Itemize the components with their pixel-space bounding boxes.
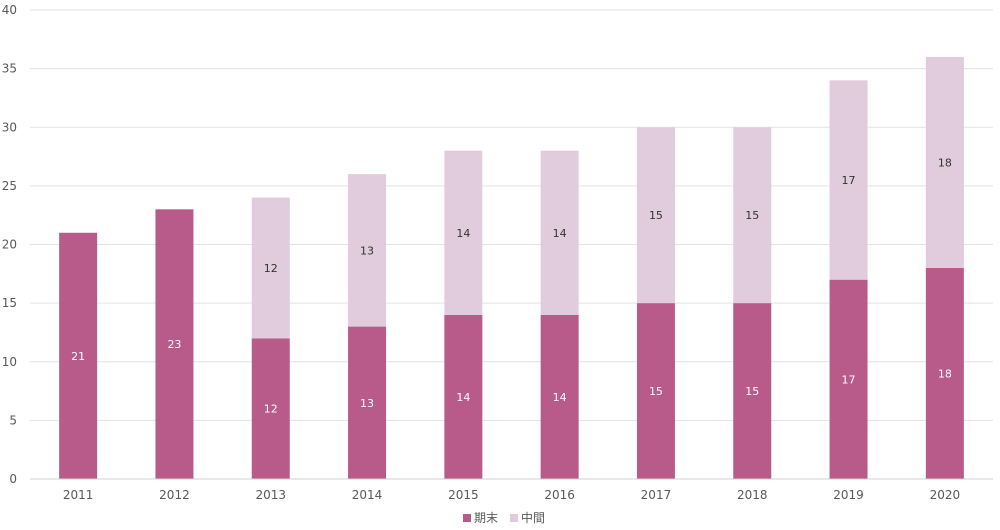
y-tick-label: 30 bbox=[2, 120, 17, 134]
bar-segment bbox=[829, 80, 868, 280]
bar-segment bbox=[251, 197, 290, 339]
bar-segment bbox=[925, 267, 964, 479]
bar-segment bbox=[733, 303, 772, 479]
bar-segment bbox=[733, 127, 772, 304]
bar-segment bbox=[251, 338, 290, 479]
data-label: 23 bbox=[167, 338, 181, 351]
data-label: 13 bbox=[360, 244, 374, 257]
data-label: 15 bbox=[649, 209, 663, 222]
y-tick-label: 35 bbox=[2, 62, 17, 76]
x-tick-label: 2015 bbox=[448, 488, 479, 502]
data-label: 15 bbox=[649, 385, 663, 398]
x-tick-label: 2012 bbox=[159, 488, 190, 502]
y-axis: 0 5 10 15 20 25 30 35 40 bbox=[2, 3, 17, 486]
y-tick-label: 20 bbox=[2, 238, 17, 252]
x-axis: 2011 2012 2013 2014 2015 2016 2017 2018 2019 2020 bbox=[30, 478, 993, 502]
y-tick-label: 10 bbox=[2, 355, 17, 369]
data-label: 12 bbox=[264, 403, 278, 416]
x-tick-label: 2014 bbox=[352, 488, 383, 502]
legend: 期末 中間 bbox=[463, 510, 545, 525]
data-label: 14 bbox=[553, 227, 567, 240]
data-label: 14 bbox=[553, 391, 567, 404]
bar-segment bbox=[540, 150, 579, 315]
x-tick-label: 2020 bbox=[930, 488, 961, 502]
bar-segment bbox=[444, 150, 483, 315]
bar-segment bbox=[348, 174, 387, 327]
data-label: 12 bbox=[264, 262, 278, 275]
bars bbox=[59, 56, 964, 479]
bar-segment bbox=[444, 314, 483, 479]
bar-segment bbox=[829, 279, 868, 479]
data-label: 17 bbox=[842, 174, 856, 187]
data-label: 21 bbox=[71, 350, 85, 363]
bar-segment bbox=[636, 303, 675, 479]
legend-swatch bbox=[463, 514, 471, 522]
legend-label: 期末 bbox=[474, 511, 498, 525]
data-label: 15 bbox=[745, 209, 759, 222]
x-tick-label: 2011 bbox=[63, 488, 94, 502]
bar-segment bbox=[59, 232, 98, 479]
x-tick-label: 2013 bbox=[255, 488, 286, 502]
data-label: 17 bbox=[842, 373, 856, 386]
bar-segment bbox=[348, 326, 387, 479]
data-label: 14 bbox=[456, 391, 470, 404]
bar-segment bbox=[925, 56, 964, 268]
legend-swatch bbox=[510, 514, 518, 522]
x-tick-label: 2017 bbox=[641, 488, 672, 502]
x-tick-label: 2016 bbox=[544, 488, 575, 502]
y-tick-label: 0 bbox=[9, 472, 17, 486]
legend-label: 中間 bbox=[521, 510, 545, 525]
y-tick-label: 40 bbox=[2, 3, 17, 17]
data-labels: 21 23 12 12 13 13 14 14 14 14 15 15 15 15 17 17 18 18 bbox=[71, 156, 952, 415]
y-tick-label: 15 bbox=[2, 296, 17, 310]
data-label: 18 bbox=[938, 156, 952, 169]
bar-segment bbox=[636, 127, 675, 304]
y-tick-label: 5 bbox=[9, 413, 17, 427]
data-label: 18 bbox=[938, 367, 952, 380]
x-tick-label: 2018 bbox=[737, 488, 768, 502]
data-label: 15 bbox=[745, 385, 759, 398]
data-label: 14 bbox=[456, 227, 470, 240]
bar-segment bbox=[155, 209, 194, 479]
y-tick-label: 25 bbox=[2, 179, 17, 193]
x-tick-label: 2019 bbox=[833, 488, 864, 502]
bar-segment bbox=[540, 314, 579, 479]
data-label: 13 bbox=[360, 397, 374, 410]
